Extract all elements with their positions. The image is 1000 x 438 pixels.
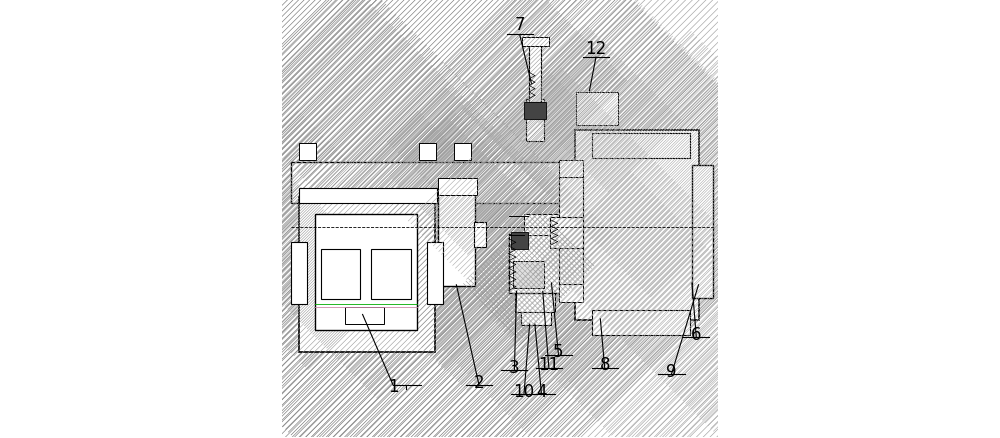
- Text: 3: 3: [509, 358, 520, 376]
- Bar: [291, 162, 563, 204]
- Bar: [300, 198, 434, 351]
- Bar: [427, 244, 443, 304]
- Bar: [300, 189, 436, 203]
- Bar: [522, 39, 549, 47]
- Bar: [577, 93, 617, 125]
- Text: 2: 2: [474, 373, 484, 391]
- Bar: [530, 44, 541, 102]
- Bar: [299, 197, 435, 352]
- Bar: [592, 311, 690, 336]
- Bar: [576, 93, 618, 125]
- Bar: [592, 311, 689, 335]
- Bar: [454, 144, 471, 160]
- Bar: [438, 193, 475, 286]
- Text: 4: 4: [536, 381, 547, 399]
- Bar: [527, 101, 544, 141]
- Text: 7: 7: [514, 16, 525, 34]
- Text: 9: 9: [666, 362, 677, 380]
- Bar: [692, 166, 712, 298]
- Text: 1: 1: [388, 377, 398, 395]
- Bar: [291, 243, 307, 304]
- Bar: [529, 44, 541, 102]
- Bar: [455, 144, 470, 160]
- Bar: [521, 309, 551, 325]
- Bar: [592, 134, 690, 159]
- Text: 10: 10: [513, 381, 535, 399]
- Bar: [559, 178, 582, 284]
- Bar: [592, 134, 689, 159]
- Text: 5: 5: [553, 343, 564, 360]
- Bar: [345, 308, 384, 324]
- Bar: [525, 215, 562, 235]
- Bar: [559, 284, 583, 303]
- Text: 8: 8: [599, 356, 610, 374]
- Bar: [559, 178, 583, 284]
- Bar: [550, 217, 583, 249]
- Bar: [521, 310, 550, 325]
- Bar: [291, 244, 307, 304]
- Text: 11: 11: [538, 356, 559, 374]
- Bar: [299, 144, 316, 160]
- Bar: [300, 144, 315, 160]
- Bar: [515, 292, 555, 313]
- Bar: [371, 250, 411, 300]
- Bar: [321, 250, 360, 300]
- Bar: [514, 262, 544, 288]
- Bar: [427, 243, 443, 304]
- Bar: [509, 234, 563, 293]
- Bar: [524, 102, 546, 120]
- Bar: [575, 131, 699, 320]
- Bar: [559, 160, 583, 178]
- Bar: [575, 131, 699, 320]
- Bar: [524, 215, 563, 236]
- Bar: [315, 215, 417, 330]
- Bar: [526, 100, 544, 141]
- Bar: [692, 166, 713, 298]
- Bar: [438, 193, 475, 286]
- Text: 12: 12: [585, 40, 607, 58]
- Bar: [419, 144, 436, 160]
- Bar: [438, 179, 477, 195]
- Bar: [511, 233, 528, 250]
- Bar: [291, 163, 563, 203]
- Bar: [513, 261, 544, 289]
- Bar: [474, 222, 486, 247]
- Bar: [438, 179, 477, 194]
- Text: 6: 6: [691, 325, 702, 343]
- Bar: [420, 144, 435, 160]
- Bar: [299, 188, 437, 204]
